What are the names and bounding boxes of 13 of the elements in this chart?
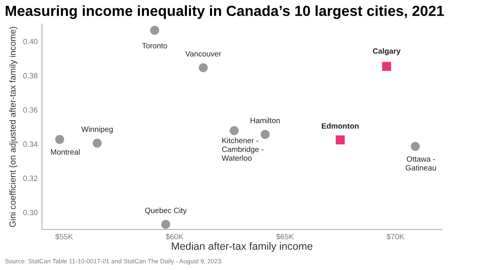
point [198, 63, 208, 72]
point [230, 126, 239, 136]
point [336, 135, 345, 144]
y-axis-title: Gini coefficient (on adjusted after-tax family income) [9, 26, 18, 228]
point [260, 130, 270, 139]
chart-title: Measuring income inequality in Canada’s 10 largest cities, 2021 [6, 5, 444, 19]
point [150, 26, 160, 35]
point [382, 62, 392, 71]
point [161, 220, 170, 229]
x-axis-title: Median after-tax family income [172, 242, 312, 252]
point [55, 134, 64, 144]
point [92, 138, 102, 148]
point [410, 142, 420, 151]
